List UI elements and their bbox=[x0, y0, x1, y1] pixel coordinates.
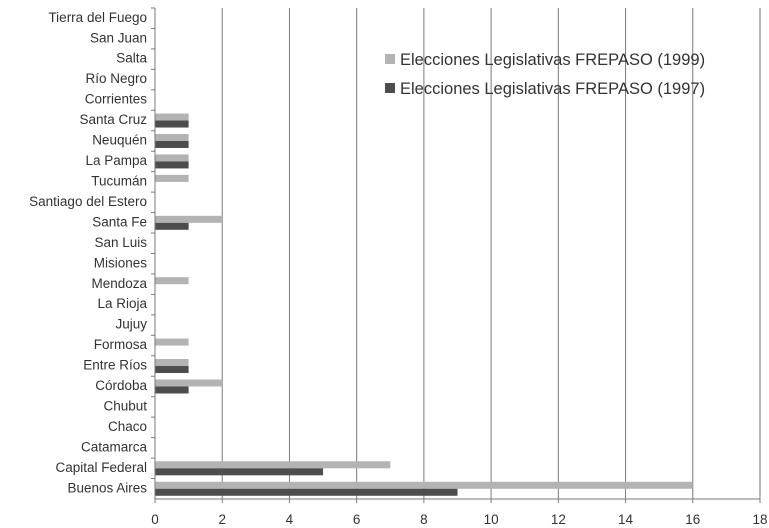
bar-1997-santa-fe bbox=[155, 222, 189, 230]
category-label: Tucumán bbox=[91, 173, 147, 188]
bars bbox=[155, 113, 693, 496]
category-label: Córdoba bbox=[95, 378, 147, 393]
bar-1997-c-rdoba bbox=[155, 386, 189, 394]
x-tick-label-18: 18 bbox=[752, 512, 767, 527]
bar-1999-c-rdoba bbox=[155, 379, 223, 387]
axes bbox=[151, 7, 761, 503]
bar-1997-buenos-aires bbox=[155, 488, 458, 496]
category-label: Entre Ríos bbox=[83, 358, 147, 373]
category-label: Mendoza bbox=[91, 276, 147, 291]
legend-label-1999: Elecciones Legislativas FREPASO (1999) bbox=[400, 51, 705, 69]
x-tick-label-16: 16 bbox=[685, 512, 700, 527]
bar-1997-capital-federal bbox=[155, 468, 324, 476]
category-label: Santa Fe bbox=[92, 214, 147, 229]
category-labels: Buenos Aires Capital Federal Catamarca Chac… bbox=[29, 10, 147, 496]
bar-1997-entre-r-os bbox=[155, 366, 189, 374]
x-tick-label-2: 2 bbox=[218, 512, 226, 527]
category-label: Tierra del Fuego bbox=[48, 10, 147, 25]
category-label: Neuquén bbox=[92, 133, 147, 148]
x-tick-label-8: 8 bbox=[420, 512, 428, 527]
legend-swatch-1999 bbox=[385, 54, 395, 64]
bar-1997-neuqu-n bbox=[155, 140, 189, 148]
category-label: La Rioja bbox=[97, 296, 147, 311]
x-tick-label-12: 12 bbox=[551, 512, 566, 527]
x-tick-labels: 0 2 4 6 8 10 12 14 16 18 bbox=[151, 512, 767, 527]
x-tick-label-6: 6 bbox=[353, 512, 361, 527]
category-label: La Pampa bbox=[85, 153, 147, 168]
bar-1999-santa-fe bbox=[155, 215, 223, 223]
bar-1999-la-pampa bbox=[155, 154, 189, 162]
legend-label-1997: Elecciones Legislativas FREPASO (1997) bbox=[400, 80, 705, 98]
category-label: Misiones bbox=[94, 255, 148, 270]
category-label: Formosa bbox=[94, 337, 148, 352]
x-tick-label-0: 0 bbox=[151, 512, 159, 527]
category-label: Chubut bbox=[103, 399, 147, 414]
grid bbox=[221, 8, 761, 499]
x-tick-label-10: 10 bbox=[484, 512, 499, 527]
bar-1999-neuqu-n bbox=[155, 133, 189, 141]
category-label: San Juan bbox=[90, 30, 147, 45]
legend: Elecciones Legislativas FREPASO (1999) E… bbox=[385, 51, 705, 98]
bar-1999-santa-cruz bbox=[155, 113, 189, 121]
bar-1997-santa-cruz bbox=[155, 120, 189, 128]
legend-swatch-1997 bbox=[385, 83, 395, 93]
category-label: Capital Federal bbox=[55, 460, 147, 475]
category-label: Santa Cruz bbox=[79, 112, 147, 127]
bar-1999-buenos-aires bbox=[155, 481, 693, 489]
category-label: Chaco bbox=[108, 419, 147, 434]
category-label: Buenos Aires bbox=[67, 480, 147, 495]
category-label: Río Negro bbox=[85, 71, 147, 86]
category-label: Corrientes bbox=[85, 92, 148, 107]
bar-1999-tucum-n bbox=[155, 174, 189, 182]
x-tick-label-4: 4 bbox=[286, 512, 294, 527]
bar-1999-capital-federal bbox=[155, 461, 391, 469]
category-label: Salta bbox=[116, 51, 147, 66]
x-tick-label-14: 14 bbox=[618, 512, 634, 527]
bar-1999-formosa bbox=[155, 338, 189, 346]
bar-1999-entre-r-os bbox=[155, 359, 189, 367]
category-label: Catamarca bbox=[81, 439, 148, 454]
category-label: Jujuy bbox=[115, 317, 147, 332]
bar-1999-mendoza bbox=[155, 277, 189, 285]
category-label: San Luis bbox=[94, 235, 147, 250]
bar-1997-la-pampa bbox=[155, 161, 189, 169]
category-label: Santiago del Estero bbox=[29, 194, 147, 209]
